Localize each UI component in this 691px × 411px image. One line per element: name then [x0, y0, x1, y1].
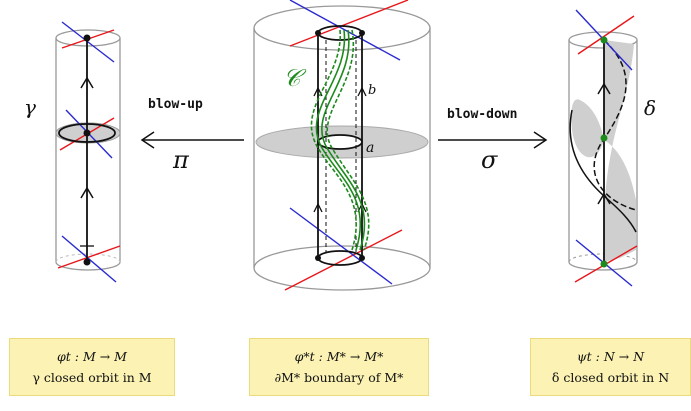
delta-label: δ	[644, 96, 656, 120]
green-curve	[315, 29, 362, 251]
sigma-label: σ	[481, 146, 498, 174]
green-curve	[321, 29, 366, 251]
caption-right-line1: ψt : N → N	[576, 349, 645, 364]
tube-point	[315, 30, 321, 36]
blow-down-arrow-group: blow-down σ	[438, 107, 548, 174]
caption-right: ψt : N → N δ closed orbit in N	[530, 338, 691, 396]
blow-down-label: blow-down	[447, 107, 517, 122]
caption-left: φt : M → M γ closed orbit in M	[9, 338, 175, 396]
blue-line	[61, 21, 115, 63]
red-line	[289, 0, 409, 47]
green-orbit-point	[600, 36, 608, 44]
orbit-arrow	[597, 82, 611, 95]
left-cylinder: γ	[24, 21, 121, 283]
green-curves-C	[310, 29, 370, 251]
middle-cylinder: 𝒞 b a	[253, 0, 431, 291]
a-label: a	[366, 140, 374, 156]
blow-down-arrowhead	[533, 131, 548, 149]
caption-middle-line2: ∂M* boundary of M*	[274, 370, 404, 385]
red-line	[577, 15, 635, 55]
blue-line	[289, 207, 393, 285]
right-cylinder: δ	[568, 9, 656, 287]
orbit-arrow	[313, 202, 323, 213]
blow-up-arrowhead	[140, 131, 155, 149]
orbit-point	[83, 258, 91, 266]
right-cylinder-bottom-back	[568, 253, 638, 263]
orbit-point	[83, 34, 91, 42]
delta-surface-edge	[593, 39, 637, 211]
caption-right-line2: δ closed orbit in N	[551, 370, 670, 385]
orbit-arrow	[80, 186, 94, 199]
green-curve	[310, 29, 357, 251]
tube-point	[359, 30, 365, 36]
orbit-arrow	[80, 76, 94, 89]
tube-point	[315, 255, 321, 261]
outer-cylinder-bottom	[253, 267, 431, 291]
orbit-arrow	[597, 192, 611, 205]
orbit-arrow	[357, 86, 367, 97]
caption-left-line2: γ closed orbit in M	[32, 370, 152, 385]
caption-middle: φ*t : M* → M* ∂M* boundary of M*	[249, 338, 429, 396]
caption-middle-line1: φ*t : M* → M*	[294, 349, 384, 364]
inner-tube-hole	[317, 134, 363, 150]
red-line	[284, 229, 403, 291]
blow-up-circle	[58, 123, 116, 143]
left-cylinder-bottom	[55, 261, 121, 271]
delta-surface-edge	[569, 109, 637, 233]
caption-left-line1: φt : M → M	[57, 349, 127, 364]
blow-up-label: blow-up	[148, 97, 203, 112]
red-line	[57, 245, 121, 269]
green-orbit-point	[600, 134, 608, 142]
green-orbit-point	[600, 260, 608, 268]
b-label: b	[368, 83, 376, 98]
tube-point	[359, 255, 365, 261]
C-label: 𝒞	[283, 64, 307, 92]
gamma-label: γ	[24, 95, 36, 119]
inner-tube-bottom	[317, 250, 363, 266]
blue-line	[289, 0, 401, 61]
green-curve	[326, 29, 370, 251]
right-cylinder-bottom	[568, 261, 638, 271]
pi-label: π	[172, 146, 190, 174]
orbit-point	[83, 129, 91, 137]
delta-gray-surface	[571, 40, 636, 262]
blue-line	[61, 235, 117, 283]
blow-up-arrow-group: blow-up π	[140, 97, 244, 174]
